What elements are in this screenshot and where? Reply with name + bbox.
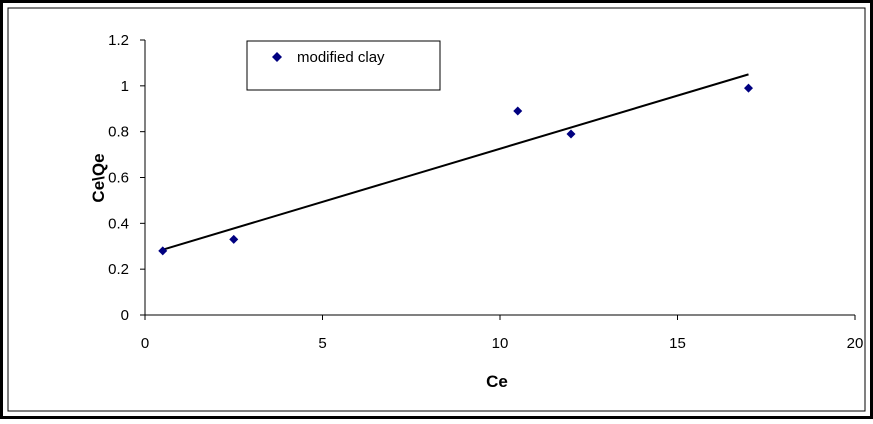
points-layer <box>158 83 753 256</box>
y-tick-label: 1 <box>121 78 129 95</box>
x-tick-label: 15 <box>669 335 686 352</box>
y-tick-label: 0.4 <box>108 215 129 232</box>
legend-box <box>246 40 441 91</box>
y-tick-label: 0 <box>121 307 129 324</box>
data-point-diamond <box>229 234 239 244</box>
ticks-layer: 0 5 10 15 20 0 0.2 0.4 0.6 0.8 1 1.2 <box>108 32 863 352</box>
y-tick-label: 0.6 <box>108 170 129 187</box>
y-axis-label: Ce\Qe <box>89 153 108 202</box>
inner-frame <box>7 7 866 412</box>
legend-marker-diamond-icon <box>272 52 282 62</box>
data-point-diamond <box>513 106 523 116</box>
x-tick-label: 5 <box>318 335 326 352</box>
trend-layer <box>162 73 749 251</box>
y-tick-label: 1.2 <box>108 32 129 49</box>
x-axis-label: Ce <box>486 372 508 391</box>
data-point-diamond <box>744 83 753 93</box>
x-tick-label: 20 <box>847 335 864 352</box>
data-point-diamond <box>566 129 576 139</box>
legend-label: modified clay <box>297 49 385 66</box>
legend: modified clay <box>246 40 441 91</box>
x-tick-label: 0 <box>141 335 149 352</box>
y-tick-label: 0.8 <box>108 124 129 141</box>
y-tick-label: 0.2 <box>108 261 129 278</box>
data-point-diamond <box>158 246 168 256</box>
trendline <box>162 73 749 251</box>
x-tick-label: 10 <box>492 335 509 352</box>
